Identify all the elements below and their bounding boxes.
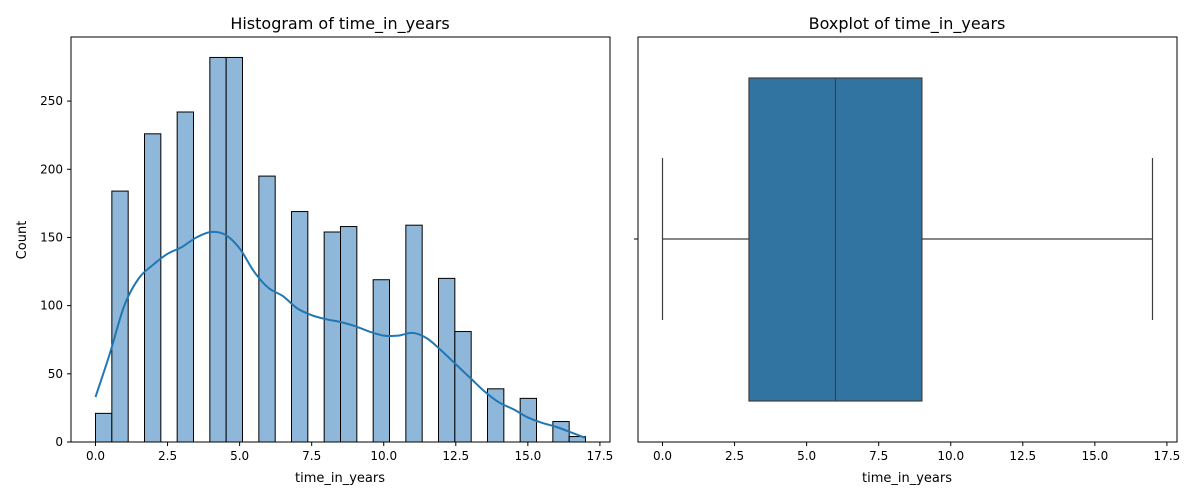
histogram-x-tick-label: 5.0 [230,449,249,463]
histogram-y-tick-label: 100 [40,299,63,313]
boxplot-x-axis-label: time_in_years [862,471,952,486]
histogram-x-tick-label: 2.5 [158,449,177,463]
boxplot-title: Boxplot of time_in_years [809,14,1006,34]
histogram-x-ticks: 0.0 2.5 5.0 7.5 10.0 12.5 15.0 17.5 [86,442,613,463]
histogram-bars [95,56,586,443]
histogram-x-tick-label: 0.0 [86,449,105,463]
boxplot-x-tick-label: 2.5 [725,449,744,463]
histogram-bar [95,412,113,443]
kde-line [94,230,586,439]
histogram-panel: Histogram of time_in_years 0.0 2.5 5.0 7.5 1… [15,14,613,486]
histogram-bar [209,56,227,443]
boxplot-panel: Boxplot of time_in_years 0.0 2.5 5.0 7.5 10.… [634,14,1180,486]
histogram-bar [291,211,309,443]
histogram-title: Histogram of time_in_years [230,14,449,34]
histogram-axes-frame [70,36,611,443]
boxplot-x-tick-label: 17.5 [1154,449,1181,463]
boxplot-x-tick-label: 10.0 [937,449,964,463]
histogram-bar [340,226,358,443]
histogram-bar [454,331,472,443]
histogram-x-tick-label: 10.0 [370,449,397,463]
histogram-y-axis-label: Count [15,221,30,260]
boxplot-marks [661,77,1154,402]
histogram-bar [144,133,162,443]
histogram-x-tick-label: 12.5 [442,449,469,463]
histogram-y-tick-label: 150 [40,230,63,244]
histogram-y-tick-label: 0 [55,435,63,449]
histogram-y-tick-label: 250 [40,94,63,108]
boxplot-x-ticks: 0.0 2.5 5.0 7.5 10.0 12.5 15.0 17.5 [653,442,1180,463]
boxplot-x-tick-label: 7.5 [869,449,888,463]
histogram-y-ticks: 0 50 100 150 200 250 [40,94,71,449]
histogram-x-tick-label: 15.0 [514,449,541,463]
histogram-x-tick-label: 7.5 [302,449,321,463]
histogram-bar [258,175,276,443]
histogram-y-tick-label: 50 [48,367,63,381]
boxplot-x-tick-label: 15.0 [1081,449,1108,463]
boxplot-x-tick-label: 12.5 [1009,449,1036,463]
histogram-x-axis-label: time_in_years [295,471,385,486]
histogram-bar [176,111,194,443]
boxplot-x-tick-label: 0.0 [653,449,672,463]
boxplot-x-tick-label: 5.0 [797,449,816,463]
boxplot-axes-frame [637,36,1178,443]
histogram-y-tick-label: 200 [40,162,63,176]
histogram-bar [323,231,342,443]
histogram-bar [372,279,391,443]
histogram-x-tick-label: 17.5 [587,449,614,463]
